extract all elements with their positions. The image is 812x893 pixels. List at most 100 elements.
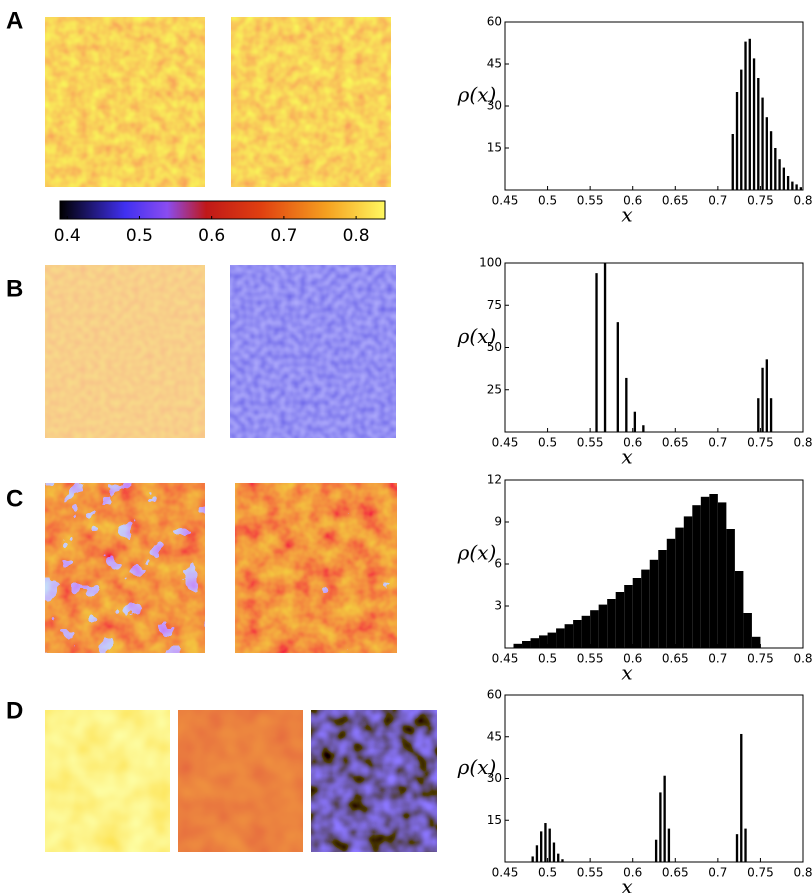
x-tick-label: 0.65 bbox=[662, 194, 689, 208]
histogram-bar bbox=[735, 834, 739, 862]
histogram-bar bbox=[624, 585, 633, 648]
colorbar-tick-label: 0.7 bbox=[270, 226, 297, 246]
histogram-bar bbox=[625, 377, 628, 432]
histogram-bar bbox=[595, 273, 598, 432]
x-axis-label: x bbox=[621, 875, 632, 893]
histogram-bar bbox=[752, 58, 756, 191]
histogram-bar bbox=[632, 578, 642, 648]
histogram-bar bbox=[641, 569, 650, 648]
x-tick-label: 0.45 bbox=[492, 652, 519, 666]
histogram-bar bbox=[658, 550, 667, 648]
x-tick-label: 0.8 bbox=[793, 866, 812, 880]
histogram-bar bbox=[598, 604, 608, 648]
y-tick-label: 45 bbox=[487, 57, 502, 71]
y-tick-label: 25 bbox=[487, 382, 502, 396]
y-axis-label: ρ(x) bbox=[457, 83, 497, 107]
panel-label: D bbox=[6, 697, 23, 724]
x-tick-label: 0.5 bbox=[538, 194, 557, 208]
histogram-bar bbox=[791, 181, 794, 190]
panel-label: B bbox=[6, 275, 23, 302]
histogram-bar bbox=[590, 610, 599, 648]
panel-label: A bbox=[6, 7, 23, 34]
histogram-bar bbox=[540, 831, 543, 862]
y-tick-label: 9 bbox=[494, 515, 502, 529]
x-tick-label: 0.8 bbox=[793, 436, 812, 450]
histogram-bar bbox=[740, 733, 743, 862]
histogram-bar bbox=[734, 571, 744, 648]
y-tick-label: 15 bbox=[487, 141, 502, 155]
x-tick-label: 0.8 bbox=[793, 652, 812, 666]
histogram-bar bbox=[616, 322, 619, 432]
panel-label: C bbox=[6, 485, 23, 512]
x-tick-label: 0.75 bbox=[747, 194, 774, 208]
histogram-bar bbox=[547, 632, 557, 648]
histogram-bar bbox=[548, 828, 551, 862]
histogram-bar bbox=[795, 184, 798, 190]
histogram-bar bbox=[552, 842, 556, 862]
histogram-bar bbox=[539, 635, 548, 648]
field-image bbox=[235, 483, 397, 653]
field-images bbox=[45, 17, 437, 852]
histogram-bar bbox=[765, 117, 768, 190]
histogram-bar bbox=[683, 516, 693, 648]
histogram-bar bbox=[761, 97, 764, 190]
histogram-bar bbox=[530, 638, 540, 648]
histogram-bar bbox=[581, 615, 591, 648]
histogram-bar bbox=[769, 131, 773, 190]
y-tick-label: 30 bbox=[487, 771, 502, 785]
x-tick-label: 0.75 bbox=[747, 866, 774, 880]
field-image bbox=[45, 710, 170, 852]
y-tick-label: 60 bbox=[487, 688, 502, 702]
y-axis-label: ρ(x) bbox=[457, 755, 497, 779]
histogram-bar bbox=[782, 167, 786, 190]
histogram-bar bbox=[769, 398, 773, 432]
histogram-bar bbox=[535, 845, 539, 862]
field-image bbox=[45, 483, 205, 653]
colorbar bbox=[59, 200, 386, 220]
x-tick-label: 0.55 bbox=[577, 436, 604, 450]
histogram-bar bbox=[700, 496, 710, 648]
histogram-bar bbox=[799, 187, 803, 190]
histogram-bar bbox=[556, 628, 565, 648]
x-tick-label: 0.55 bbox=[577, 866, 604, 880]
y-tick-label: 60 bbox=[487, 15, 502, 29]
histogram-bar bbox=[675, 527, 684, 648]
histogram-bar bbox=[649, 559, 659, 648]
histogram-bar bbox=[765, 359, 768, 432]
histogram-bar bbox=[659, 792, 662, 862]
histogram-bar bbox=[564, 624, 574, 648]
x-tick-label: 0.55 bbox=[577, 652, 604, 666]
histogram-bar bbox=[573, 620, 582, 648]
histogram-bar bbox=[744, 828, 747, 862]
histogram-bar bbox=[561, 859, 564, 862]
y-tick-label: 30 bbox=[487, 99, 502, 113]
histogram-bar bbox=[774, 148, 777, 190]
histogram-bar bbox=[633, 411, 637, 432]
field-image bbox=[311, 710, 437, 852]
x-tick-label: 0.55 bbox=[577, 194, 604, 208]
histogram-bar bbox=[709, 494, 718, 648]
y-tick-label: 50 bbox=[487, 340, 502, 354]
histogram-bar bbox=[607, 599, 616, 648]
x-tick-label: 0.5 bbox=[538, 866, 557, 880]
histogram-bar bbox=[740, 69, 743, 190]
x-tick-label: 0.5 bbox=[538, 436, 557, 450]
x-tick-label: 0.6 bbox=[623, 866, 642, 880]
colorbar-tick-label: 0.5 bbox=[126, 226, 153, 246]
histogram-bar bbox=[663, 775, 666, 862]
histogram-bar bbox=[744, 41, 747, 190]
histogram-bar bbox=[757, 398, 760, 432]
histogram-bar bbox=[735, 92, 739, 190]
colorbar-tick-label: 0.8 bbox=[343, 226, 370, 246]
histogram-bar bbox=[666, 538, 676, 648]
histogram-bar bbox=[513, 643, 523, 648]
field-image bbox=[45, 265, 205, 438]
field-image bbox=[45, 17, 205, 187]
x-axis-label: x bbox=[621, 203, 632, 227]
histogram-bar bbox=[544, 823, 547, 862]
histogram-bar bbox=[692, 505, 701, 648]
histogram-bar bbox=[522, 641, 531, 648]
x-tick-label: 0.65 bbox=[662, 866, 689, 880]
x-tick-label: 0.65 bbox=[662, 652, 689, 666]
